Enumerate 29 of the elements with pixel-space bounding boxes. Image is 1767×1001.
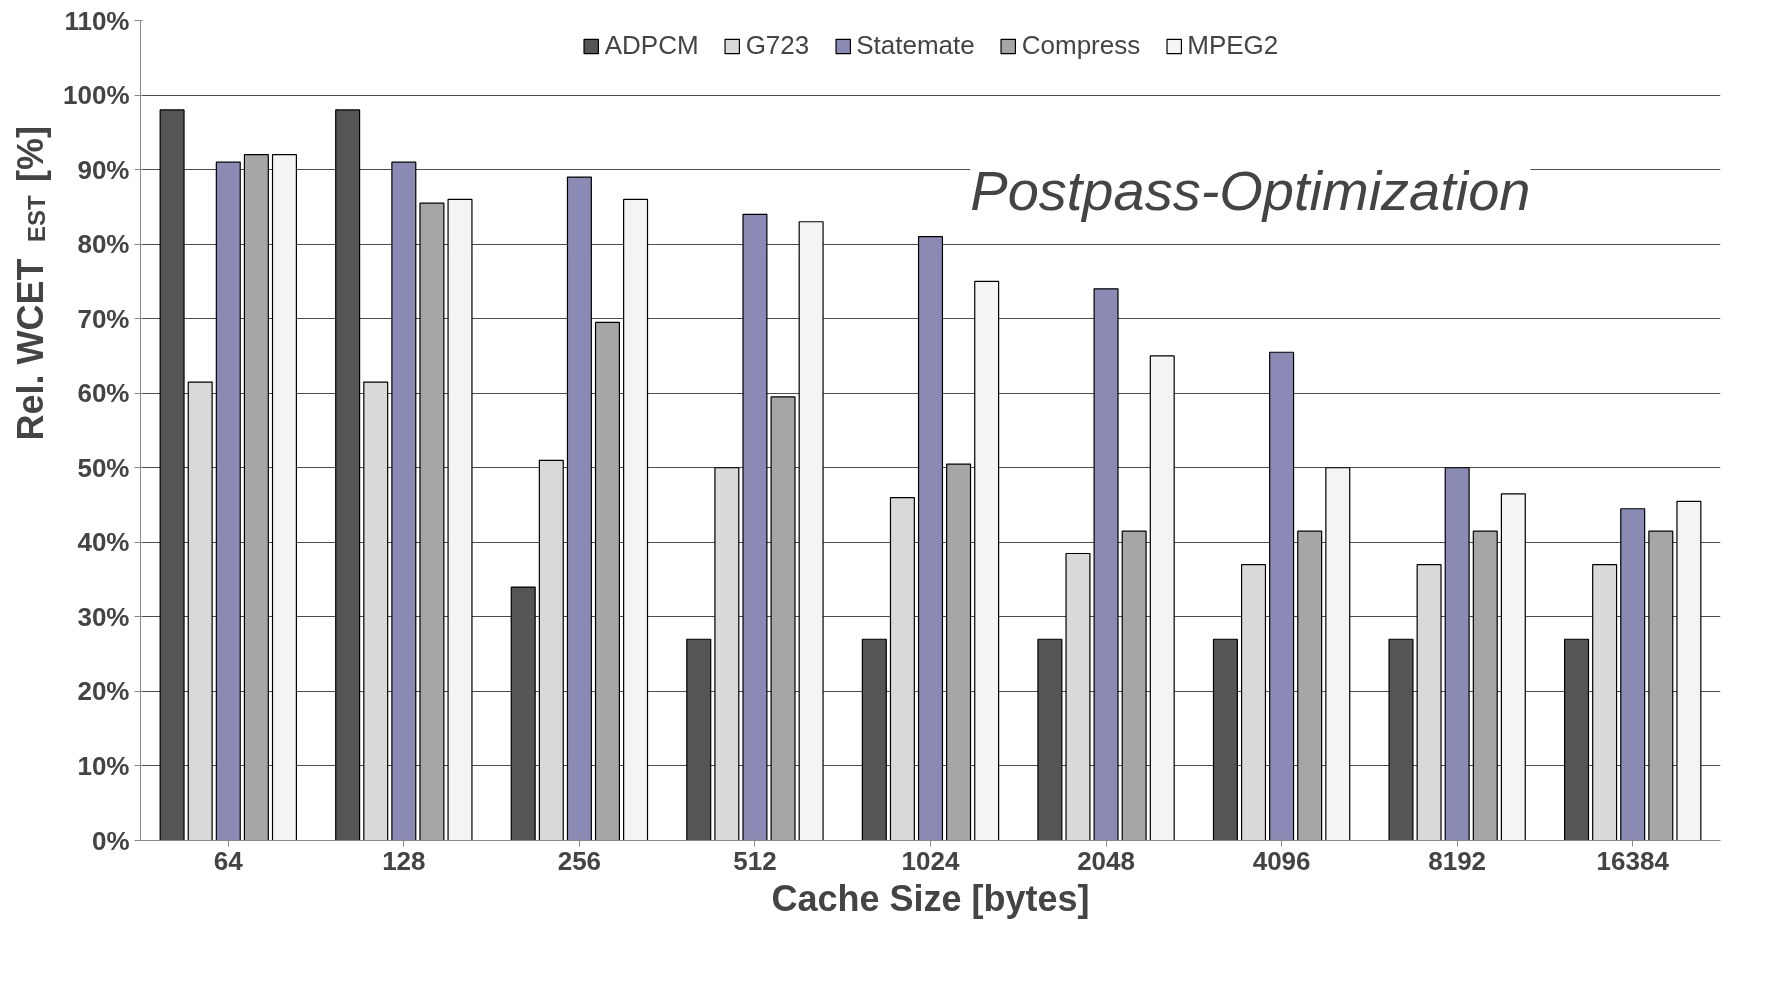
legend-label: Statemate xyxy=(856,30,975,61)
y-tick-label: 10% xyxy=(77,750,130,781)
x-tick-label: 16384 xyxy=(1596,845,1670,876)
annotation: Postpass-Optimization xyxy=(970,159,1531,222)
y-tick-label: 70% xyxy=(77,303,130,334)
y-tick-label: 20% xyxy=(77,676,130,707)
x-tick-label: 64 xyxy=(213,845,244,876)
x-tick-label: 256 xyxy=(557,845,602,876)
legend-label: ADPCM xyxy=(604,30,699,61)
y-tick-label: 100% xyxy=(63,80,130,111)
x-tick-label: 1024 xyxy=(901,845,960,876)
y-tick-label: 80% xyxy=(77,229,130,260)
x-tick-label: 512 xyxy=(733,845,777,876)
x-tick-label: 2048 xyxy=(1077,845,1135,876)
y-tick-label: 60% xyxy=(77,378,130,409)
x-tick-label: 8192 xyxy=(1428,845,1487,876)
y-tick-label: 0% xyxy=(91,825,130,856)
y-tick-label: 50% xyxy=(77,452,130,483)
legend-label: MPEG2 xyxy=(1187,30,1279,61)
y-tick-label: 30% xyxy=(77,601,130,632)
x-axis-title: Cache Size [bytes] xyxy=(771,877,1090,919)
y-tick-label: 110% xyxy=(64,5,130,36)
y-tick-label: 90% xyxy=(77,154,130,185)
y-axis-title: Rel. WCETEST [%] xyxy=(10,125,51,441)
legend-label: Compress xyxy=(1021,30,1141,61)
legend-label: G723 xyxy=(745,30,810,61)
x-tick-label: 4096 xyxy=(1252,845,1311,876)
x-tick-label: 128 xyxy=(382,845,426,876)
y-tick-label: 40% xyxy=(77,527,130,558)
